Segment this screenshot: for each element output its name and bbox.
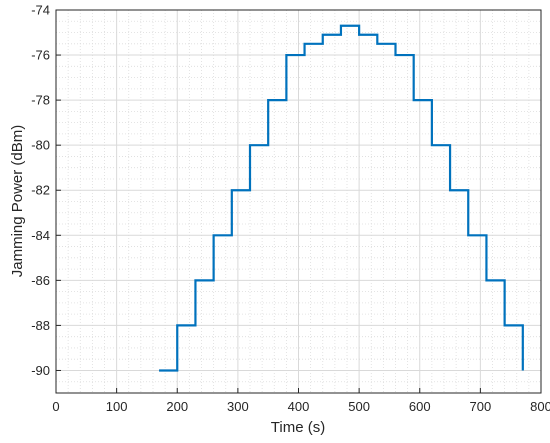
minor-grid [56,10,541,394]
x-tick-label: 800 [530,399,550,414]
x-tick-label: 0 [52,399,59,414]
x-tick-label: 300 [227,399,249,414]
y-tick-label: -78 [31,93,50,108]
x-axis-title: Time (s) [271,419,325,436]
y-tick-label: -90 [31,363,50,378]
y-axis-ticks: -74 -76 -78 -80 -82 -84 -86 -88 -90 [31,3,61,378]
y-tick-label: -88 [31,318,50,333]
y-axis-title: Jamming Power (dBm) [9,125,26,278]
x-tick-label: 600 [409,399,431,414]
y-tick-label: -76 [31,48,50,63]
x-tick-label: 100 [106,399,128,414]
y-tick-label: -80 [31,138,50,153]
series-line [159,24,524,372]
x-tick-label: 200 [166,399,188,414]
y-tick-label: -84 [31,228,50,243]
x-tick-label: 700 [470,399,492,414]
x-axis-ticks: 0 100 200 300 400 500 600 700 800 [52,388,550,414]
series-layer [159,24,524,372]
y-tick-label: -86 [31,273,50,288]
y-tick-label: -82 [31,183,50,198]
y-tick-label: -74 [31,3,50,18]
x-tick-label: 500 [348,399,370,414]
x-tick-label: 400 [288,399,310,414]
